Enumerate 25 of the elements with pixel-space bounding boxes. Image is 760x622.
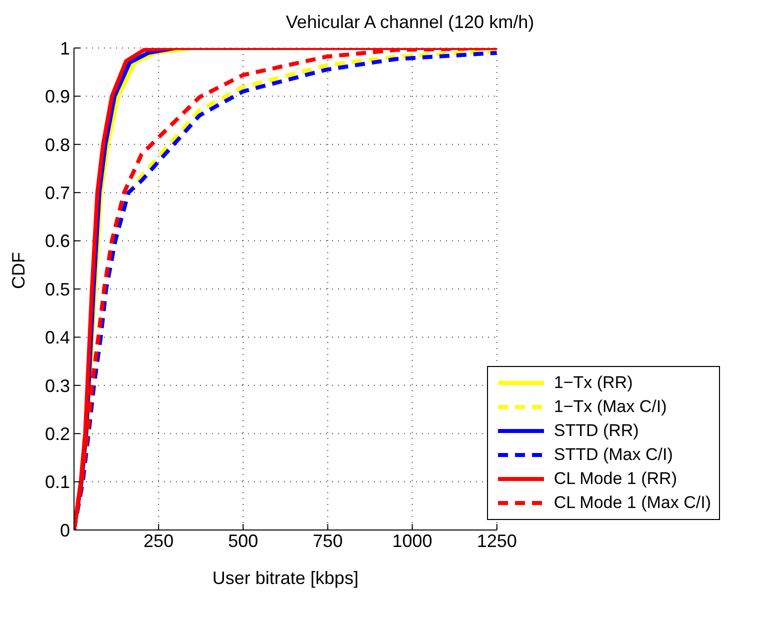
- legend-label: CL Mode 1 (Max C/I): [554, 493, 711, 513]
- y-axis-title: CDF: [8, 252, 28, 289]
- x-tick-label: 750: [312, 530, 343, 551]
- legend-label: STTD (RR): [554, 421, 639, 441]
- y-tick-label: 0.3: [44, 376, 70, 396]
- legend-label: 1−Tx (Max C/I): [554, 397, 667, 417]
- y-tick-label: 0.6: [44, 231, 70, 252]
- x-tick-label: 250: [144, 530, 174, 551]
- x-axis-title: User bitrate [kbps]: [212, 568, 358, 588]
- y-tick-label: 1: [60, 38, 70, 58]
- y-tick-label: 0.7: [44, 182, 70, 203]
- y-tick-label: 0.9: [44, 86, 70, 107]
- y-tick-label: 0.1: [44, 472, 70, 492]
- legend-label: STTD (Max C/I): [554, 445, 673, 465]
- legend-label: 1−Tx (RR): [554, 373, 633, 393]
- x-tick-label: 1000: [392, 530, 432, 551]
- y-tick-label: 0.5: [44, 279, 70, 300]
- x-tick-label: 1250: [476, 530, 517, 551]
- y-tick-label: 0: [60, 520, 70, 540]
- chart-title: Vehicular A channel (120 km/h): [284, 11, 536, 34]
- y-tick-label: 0.4: [44, 328, 70, 348]
- y-tick-label: 0.2: [44, 424, 70, 444]
- legend-label: CL Mode 1 (RR): [554, 469, 677, 489]
- x-tick-label: 500: [228, 530, 258, 551]
- y-tick-label: 0.8: [44, 134, 70, 155]
